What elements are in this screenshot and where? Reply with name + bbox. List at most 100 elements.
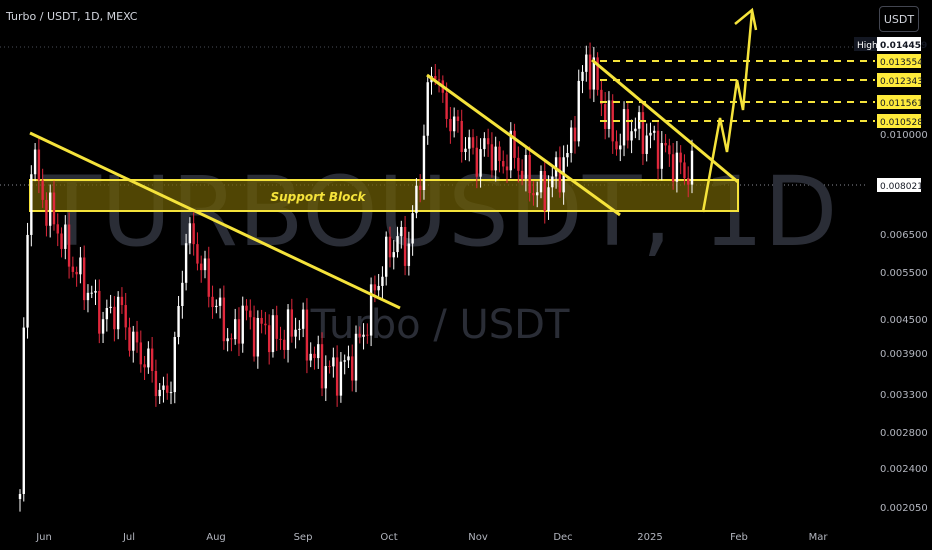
candle-body xyxy=(188,223,192,244)
candle-body xyxy=(426,82,429,136)
candle-body xyxy=(283,339,286,350)
last-price-bg xyxy=(877,178,921,192)
level-label-bg xyxy=(877,73,921,87)
candle-body xyxy=(649,132,652,136)
trendline-left xyxy=(29,131,401,310)
candle-body xyxy=(22,327,25,494)
candle-body xyxy=(56,224,59,234)
time-axis[interactable]: Jun Jul Aug Sep Oct Nov Dec 2025 Feb Mar xyxy=(35,532,828,543)
candle-body xyxy=(630,131,633,141)
candle-body xyxy=(313,353,316,359)
candle-body xyxy=(207,258,210,297)
candle-body xyxy=(660,143,663,169)
candle-body xyxy=(585,54,588,72)
candle-body xyxy=(200,263,203,271)
candle-body xyxy=(135,331,139,343)
candle-body xyxy=(434,76,437,80)
candle-body xyxy=(37,149,41,181)
x-tick-label: Jun xyxy=(35,532,52,543)
candle-body xyxy=(532,193,535,196)
candle-body xyxy=(471,137,475,148)
candle-body xyxy=(339,361,343,396)
price-axis[interactable]: 0.010000 0.006500 0.005500 0.004500 0.00… xyxy=(854,37,928,514)
high-value-text: 0.014459 xyxy=(880,41,927,51)
candle-body xyxy=(256,317,260,357)
candle-body xyxy=(543,170,546,212)
candle-body xyxy=(158,389,161,397)
candle-body xyxy=(215,305,218,308)
candle-body xyxy=(169,392,173,394)
candle-body xyxy=(517,157,520,171)
x-tick-label: Mar xyxy=(809,532,829,543)
candle-body xyxy=(475,147,479,177)
candle-body xyxy=(132,331,135,351)
candle-body xyxy=(347,356,350,361)
candle-body xyxy=(400,226,403,237)
candle-body xyxy=(403,226,407,266)
candle-body xyxy=(124,305,127,328)
candle-body xyxy=(71,266,75,272)
currency-button[interactable]: USDT xyxy=(879,6,919,32)
candle-body xyxy=(181,282,184,306)
level-label: 0.011561 xyxy=(880,99,923,109)
projection-arrowhead xyxy=(734,7,758,31)
candle-body xyxy=(30,174,33,235)
candle-body xyxy=(566,152,569,158)
candle-body xyxy=(52,192,56,225)
candle-body xyxy=(49,192,52,226)
level-label-bg xyxy=(877,54,921,68)
candle-body xyxy=(41,180,44,200)
candle-body xyxy=(437,79,441,81)
candle-body xyxy=(645,135,648,154)
candle-body xyxy=(407,243,411,266)
candle-body xyxy=(328,366,331,368)
y-tick-label: 0.002400 xyxy=(880,464,928,475)
candle-body xyxy=(445,92,448,119)
candle-body xyxy=(505,166,509,171)
candle-body xyxy=(656,130,660,169)
candle-body xyxy=(569,127,573,153)
candle-body xyxy=(94,290,97,293)
x-tick-label: Nov xyxy=(468,532,488,543)
candle-body xyxy=(490,144,494,171)
candle-body xyxy=(271,315,275,353)
candle-body xyxy=(596,57,599,90)
high-tag-text: High xyxy=(857,41,878,51)
candle-body xyxy=(520,170,524,179)
trendline-middle xyxy=(426,73,621,217)
candle-body xyxy=(668,145,671,155)
high-tag-bg xyxy=(854,37,877,51)
candle-body xyxy=(460,120,463,153)
candle-body xyxy=(120,296,124,306)
candle-body xyxy=(18,493,22,499)
candle-body xyxy=(464,148,467,153)
candle-body xyxy=(279,338,282,340)
y-tick-label: 0.004500 xyxy=(880,315,928,326)
y-tick-label: 0.006500 xyxy=(880,230,928,241)
candle-body xyxy=(294,329,297,337)
candle-body xyxy=(230,338,233,340)
candle-body xyxy=(615,141,618,150)
candle-body xyxy=(486,138,490,145)
candle-body xyxy=(196,244,199,264)
candle-body xyxy=(75,271,78,275)
candle-body xyxy=(64,224,67,249)
candle-body xyxy=(513,130,516,158)
candle-body xyxy=(528,154,531,194)
candle-body xyxy=(385,236,388,277)
candle-body xyxy=(301,309,305,329)
candle-body xyxy=(67,224,71,267)
x-tick-label: Aug xyxy=(206,532,226,543)
x-tick-label: Dec xyxy=(553,532,572,543)
candle-body xyxy=(611,100,614,142)
candle-body xyxy=(245,305,248,311)
candle-body xyxy=(298,328,301,330)
candle-body xyxy=(139,342,143,365)
candle-body xyxy=(509,130,512,171)
candle-body xyxy=(317,344,320,359)
candle-body xyxy=(687,178,690,185)
candle-body xyxy=(456,116,460,121)
projection-path xyxy=(701,11,754,213)
